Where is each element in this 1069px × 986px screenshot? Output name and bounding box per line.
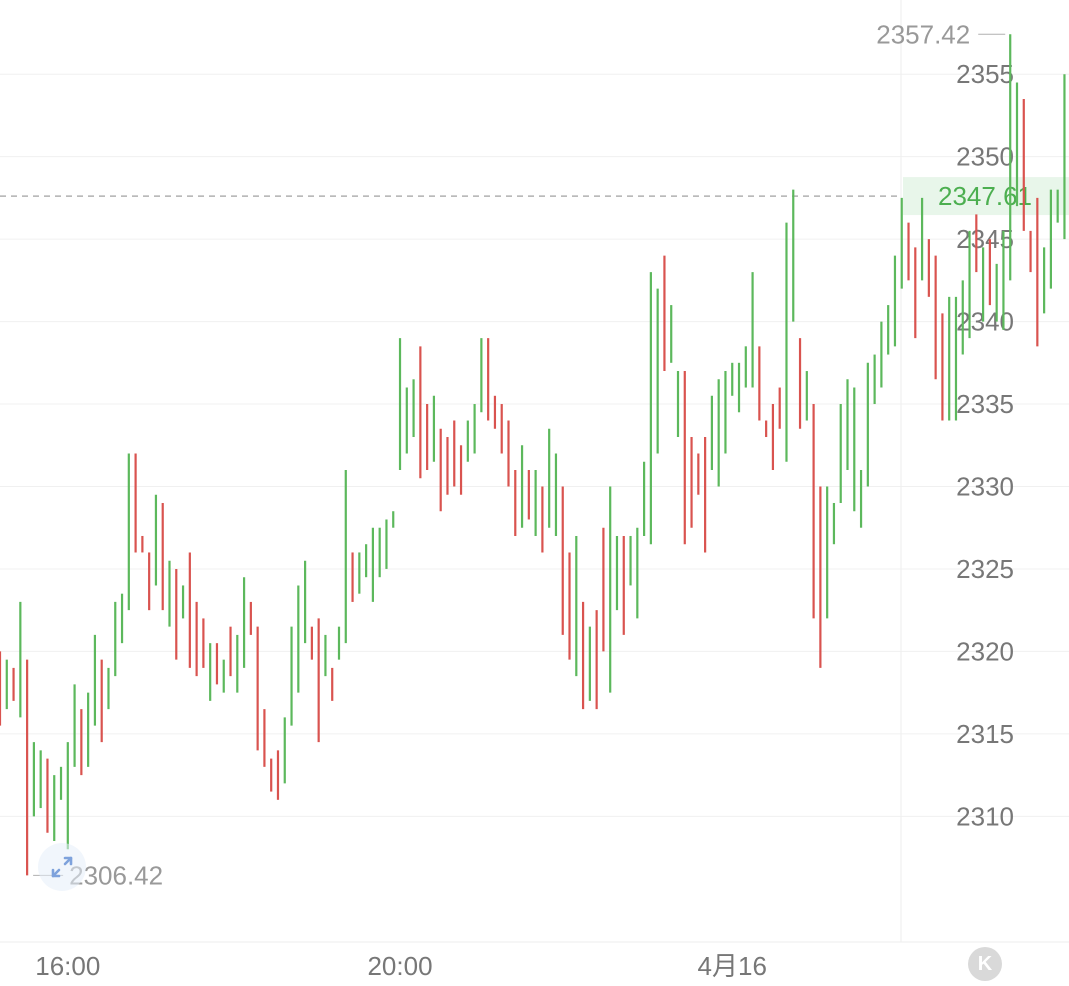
- y-tick-label: 2310: [956, 801, 1014, 831]
- x-tick-label: 4月16: [698, 951, 767, 981]
- y-tick-label: 2345: [956, 224, 1014, 254]
- current-price-tag: [903, 177, 1069, 216]
- y-tick-label: 2355: [956, 59, 1014, 89]
- x-tick-label: 20:00: [367, 951, 432, 981]
- y-tick-label: 2320: [956, 636, 1014, 666]
- x-tick-label: 16:00: [35, 951, 100, 981]
- high-price-label: 2357.42: [876, 19, 970, 49]
- candlestick-toggle-button[interactable]: K: [968, 947, 1002, 981]
- k-icon: K: [977, 952, 993, 975]
- expand-icon: [51, 856, 73, 878]
- y-tick-label: 2325: [956, 554, 1014, 584]
- expand-chart-button[interactable]: [38, 843, 86, 891]
- y-tick-label: 2340: [956, 307, 1014, 337]
- y-tick-label: 2315: [956, 719, 1014, 749]
- y-tick-label: 2350: [956, 142, 1014, 172]
- y-tick-label: 2335: [956, 389, 1014, 419]
- y-tick-label: 2330: [956, 471, 1014, 501]
